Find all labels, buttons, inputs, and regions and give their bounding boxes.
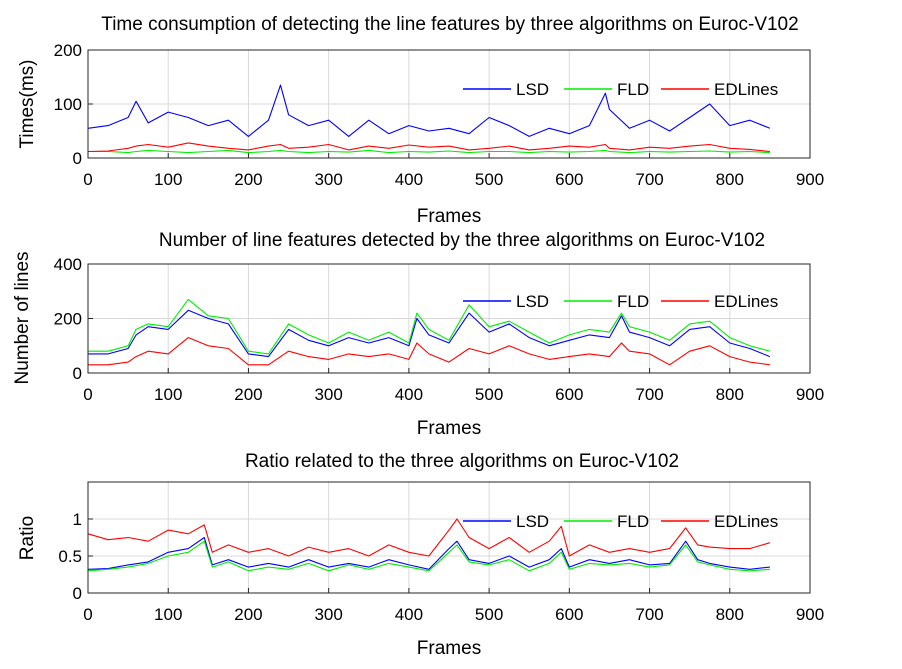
series-line-edlines (87, 142, 770, 153)
series-line-fld (88, 149, 770, 154)
chart-title: Ratio related to the three algorithms on… (245, 451, 679, 472)
x-tick-label: 900 (796, 385, 824, 404)
legend-label-fld: FLD (617, 512, 649, 531)
x-tick-label: 600 (555, 605, 583, 624)
x-axis-label: Frames (417, 638, 481, 659)
x-tick-label: 500 (475, 170, 503, 189)
x-tick-label: 400 (395, 605, 423, 624)
x-tick-label: 200 (234, 605, 262, 624)
legend-label-edlines: EDLines (714, 80, 778, 99)
x-tick-label: 200 (234, 170, 262, 189)
legend-label-edlines: EDLines (714, 292, 778, 311)
y-tick-label: 0 (73, 149, 82, 168)
series-line-fld (87, 540, 770, 572)
x-tick-label: 500 (475, 605, 503, 624)
x-tick-label: 800 (716, 605, 744, 624)
x-axis-label: Frames (417, 418, 481, 439)
y-axis-label: Times(ms) (17, 60, 38, 149)
y-tick-label: 100 (54, 95, 82, 114)
legend: LSD FLD EDLines (463, 292, 778, 311)
y-tick-label: 0 (73, 364, 82, 383)
x-tick-label: 0 (83, 385, 92, 404)
chart-time-consumption: Time consumption of detecting the line f… (17, 14, 824, 227)
x-tick-label: 100 (154, 385, 182, 404)
x-tick-label: 500 (475, 385, 503, 404)
legend: LSD FLD EDLines (463, 80, 778, 99)
x-tick-label: 300 (314, 170, 342, 189)
legend-label-lsd: LSD (516, 80, 549, 99)
y-axis-label: Ratio (17, 516, 38, 560)
chart-ratio: Ratio related to the three algorithms on… (17, 451, 824, 659)
x-tick-label: 600 (555, 385, 583, 404)
plot-area (88, 482, 810, 593)
chart-number-of-lines: Number of line features detected by the … (12, 230, 824, 439)
axes-frame (87, 481, 811, 594)
y-tick-label: 0 (73, 584, 82, 603)
x-axis-label: Frames (417, 206, 481, 227)
x-tick-label: 100 (154, 170, 182, 189)
y-tick-label: 200 (54, 41, 82, 60)
chart-title: Time consumption of detecting the line f… (101, 14, 798, 35)
x-tick-label: 800 (716, 170, 744, 189)
axes-frame (87, 263, 811, 374)
y-tick-label: 400 (54, 255, 82, 274)
y-tick-label: 1 (73, 510, 82, 529)
x-tick-label: 300 (314, 605, 342, 624)
y-tick-label: 200 (54, 310, 82, 329)
x-tick-label: 900 (796, 605, 824, 624)
legend: LSD FLD EDLines (463, 512, 778, 531)
legend-label-lsd: LSD (516, 512, 549, 531)
x-tick-label: 100 (154, 605, 182, 624)
x-tick-label: 300 (314, 385, 342, 404)
axes-frame (87, 49, 811, 159)
x-tick-label: 0 (83, 605, 92, 624)
series-line-lsd (88, 309, 771, 358)
x-tick-label: 200 (234, 385, 262, 404)
x-tick-label: 700 (635, 385, 663, 404)
y-tick-label: 0.5 (58, 547, 82, 566)
x-tick-label: 400 (395, 385, 423, 404)
x-tick-label: 700 (635, 170, 663, 189)
x-tick-label: 0 (83, 170, 92, 189)
series-line-edlines (87, 518, 771, 557)
x-tick-label: 700 (635, 605, 663, 624)
legend-label-fld: FLD (617, 292, 649, 311)
legend-label-fld: FLD (617, 80, 649, 99)
x-tick-label: 400 (395, 170, 423, 189)
series-line-lsd (87, 536, 770, 570)
legend-label-lsd: LSD (516, 292, 549, 311)
series-line-lsd (87, 84, 771, 137)
legend-label-edlines: EDLines (714, 512, 778, 531)
y-axis-label: Number of lines (12, 251, 33, 384)
series-line-fld (88, 298, 771, 355)
chart-title: Number of line features detected by the … (159, 230, 765, 251)
x-tick-label: 900 (796, 170, 824, 189)
x-tick-label: 600 (555, 170, 583, 189)
x-tick-label: 800 (716, 385, 744, 404)
series-line-edlines (88, 337, 770, 366)
